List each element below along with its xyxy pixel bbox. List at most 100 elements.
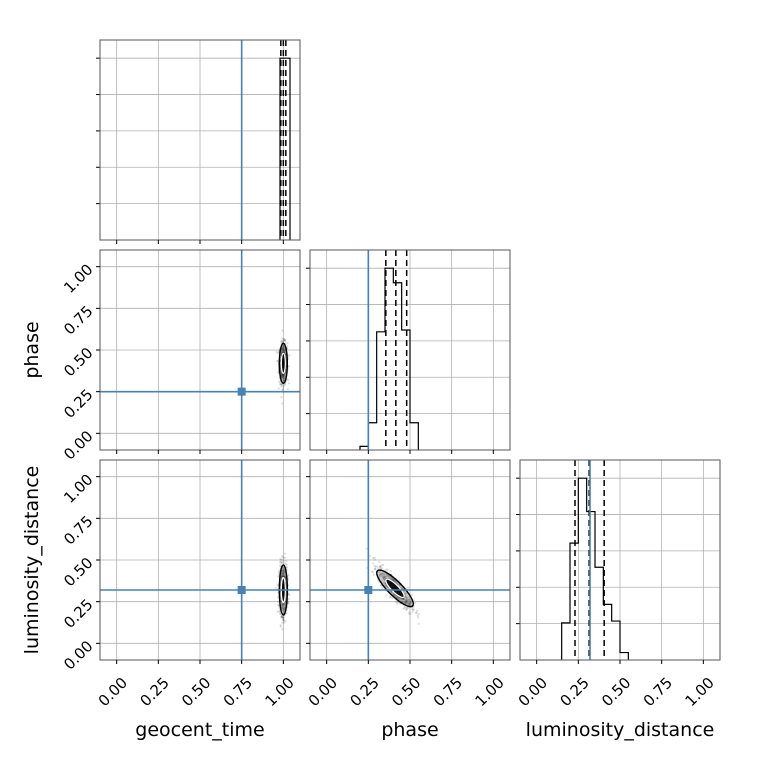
sample-point xyxy=(281,558,284,562)
sample-point xyxy=(281,572,284,575)
sample-point xyxy=(283,351,286,354)
density-region-inner xyxy=(281,353,286,374)
sample-point xyxy=(281,348,284,351)
x-axis-label-luminosity_distance: luminosity_distance xyxy=(526,719,715,741)
sample-point xyxy=(282,570,285,573)
sample-point xyxy=(281,569,284,572)
sample-point xyxy=(282,375,285,378)
sample-point xyxy=(282,337,286,340)
sample-point xyxy=(281,575,284,578)
sample-point xyxy=(387,576,390,579)
sample-point xyxy=(280,385,283,388)
sample-point xyxy=(383,573,386,576)
sample-point xyxy=(374,567,377,570)
sample-point xyxy=(378,574,381,577)
sample-point xyxy=(281,350,284,353)
sample-point xyxy=(408,610,411,614)
sample-point xyxy=(408,603,411,606)
sample-point xyxy=(395,596,399,599)
sample-point xyxy=(282,571,285,574)
sample-point xyxy=(280,374,283,377)
sample-point xyxy=(392,578,395,582)
sample-point xyxy=(408,598,411,601)
sample-point xyxy=(282,374,285,377)
density-contour-inner xyxy=(385,578,405,599)
sample-point xyxy=(283,571,286,574)
sample-point xyxy=(280,605,283,608)
sample-point xyxy=(373,558,376,561)
sample-point xyxy=(279,562,282,566)
sample-point xyxy=(382,572,385,575)
sample-point xyxy=(279,612,282,615)
sample-point xyxy=(282,609,285,612)
sample-point xyxy=(404,601,408,604)
sample-point xyxy=(373,556,376,559)
x-tick-label: 1.00 xyxy=(471,674,507,710)
sample-point xyxy=(406,607,409,610)
sample-point xyxy=(282,572,285,575)
sample-point xyxy=(284,556,287,559)
sample-point xyxy=(391,592,394,595)
sample-point xyxy=(408,601,411,605)
sample-point xyxy=(282,606,285,610)
sample-point xyxy=(280,576,283,579)
x-tick-label: 0.75 xyxy=(220,674,256,710)
sample-point xyxy=(283,374,287,377)
sample-point xyxy=(280,604,284,607)
sample-point xyxy=(383,582,387,585)
sample-point xyxy=(280,576,283,580)
sample-point xyxy=(281,348,284,351)
sample-point xyxy=(287,602,290,605)
sample-point xyxy=(282,338,285,342)
sample-point xyxy=(281,376,284,379)
sample-point xyxy=(277,387,280,390)
sample-point xyxy=(379,573,382,576)
sample-point xyxy=(409,601,412,604)
sample-point xyxy=(417,622,420,625)
sample-point xyxy=(395,601,399,604)
sample-point xyxy=(282,616,285,619)
sample-point xyxy=(282,386,285,389)
sample-point xyxy=(409,612,412,615)
sample-point xyxy=(401,598,404,601)
sample-point xyxy=(282,346,286,349)
sample-point xyxy=(402,597,405,600)
sample-point xyxy=(392,578,395,582)
sample-point xyxy=(281,573,284,576)
sample-point xyxy=(279,340,283,343)
sample-point xyxy=(287,598,290,601)
sample-point xyxy=(278,382,282,386)
sample-point xyxy=(278,564,282,568)
sample-point xyxy=(390,596,394,600)
sample-point xyxy=(288,593,291,597)
sample-point xyxy=(403,599,406,602)
sample-point xyxy=(283,574,286,577)
sample-point xyxy=(282,349,285,352)
sample-point xyxy=(281,571,284,575)
sample-point xyxy=(384,584,387,587)
sample-point xyxy=(282,349,285,353)
sample-point xyxy=(281,616,284,619)
sample-point xyxy=(281,344,285,348)
sample-point xyxy=(282,603,285,606)
sample-point xyxy=(276,583,279,587)
sample-point xyxy=(387,574,390,578)
sample-point xyxy=(282,619,286,623)
sample-point xyxy=(280,601,283,604)
sample-point xyxy=(280,350,284,353)
sample-point xyxy=(413,602,416,605)
sample-point xyxy=(379,567,382,570)
sample-point xyxy=(281,575,285,578)
sample-point xyxy=(404,595,407,599)
sample-point xyxy=(407,596,410,599)
sample-point xyxy=(398,597,401,601)
histogram-geocent_time xyxy=(279,57,291,240)
sample-point xyxy=(411,610,414,614)
sample-point xyxy=(404,595,407,598)
sample-point xyxy=(277,610,281,613)
sample-point xyxy=(280,576,283,579)
sample-point xyxy=(282,377,285,380)
sample-point xyxy=(283,562,287,565)
sample-point xyxy=(396,596,399,599)
